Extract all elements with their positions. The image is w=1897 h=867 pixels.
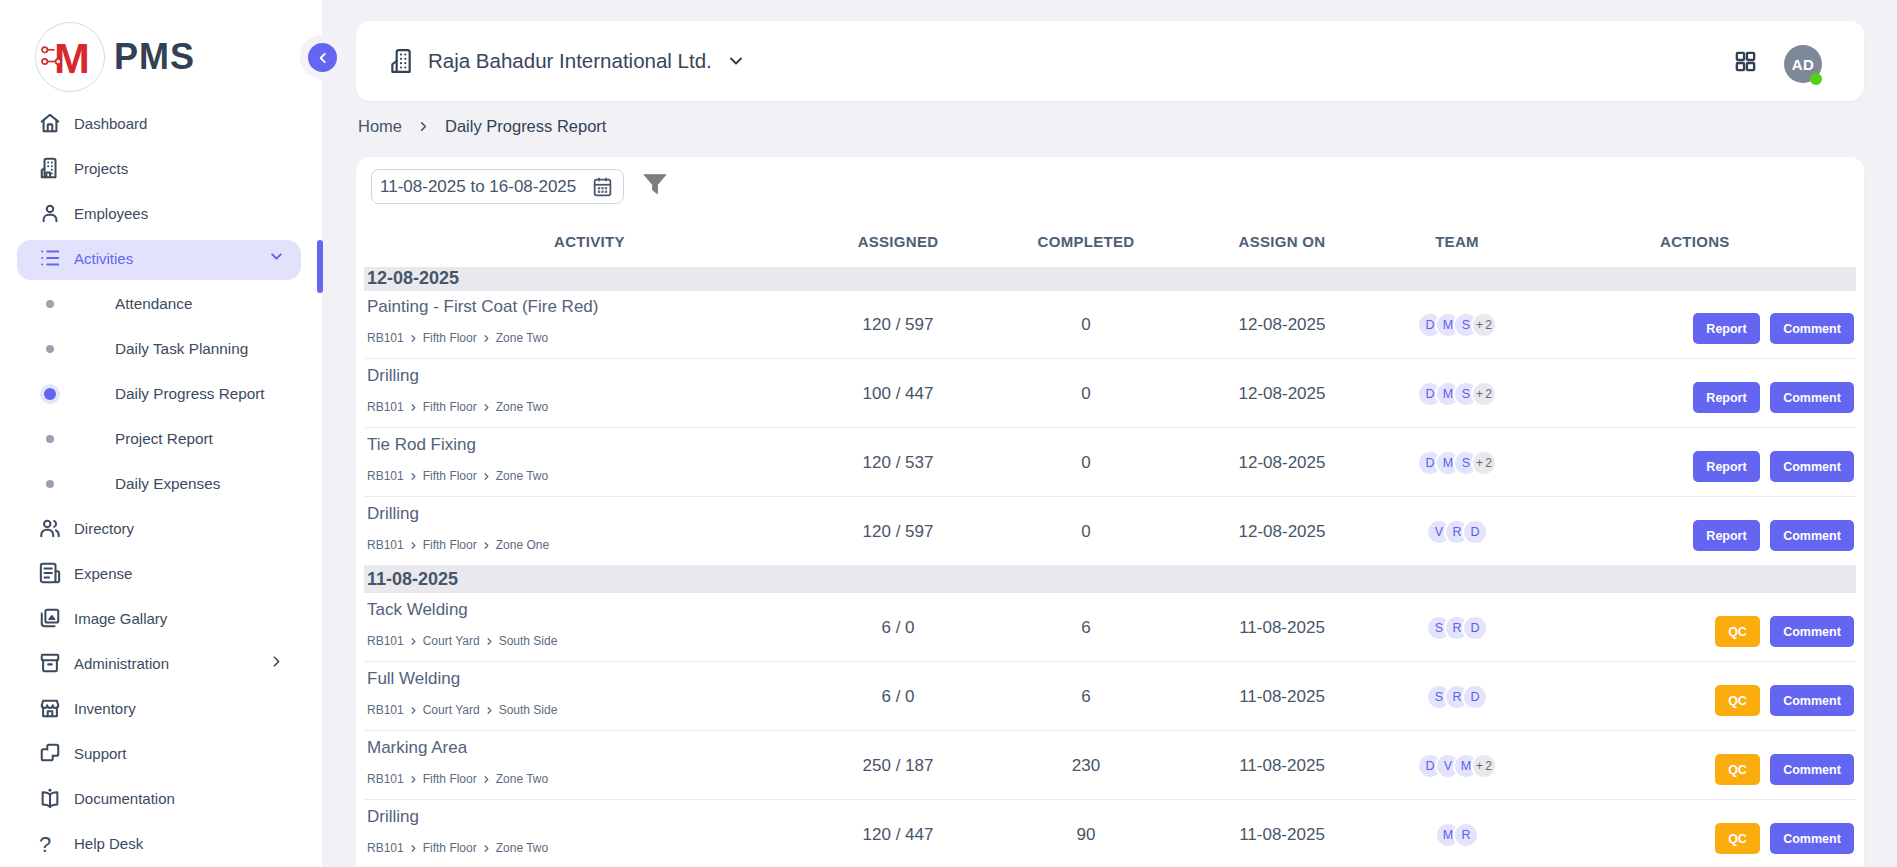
svg-text:M: M [54,34,90,82]
